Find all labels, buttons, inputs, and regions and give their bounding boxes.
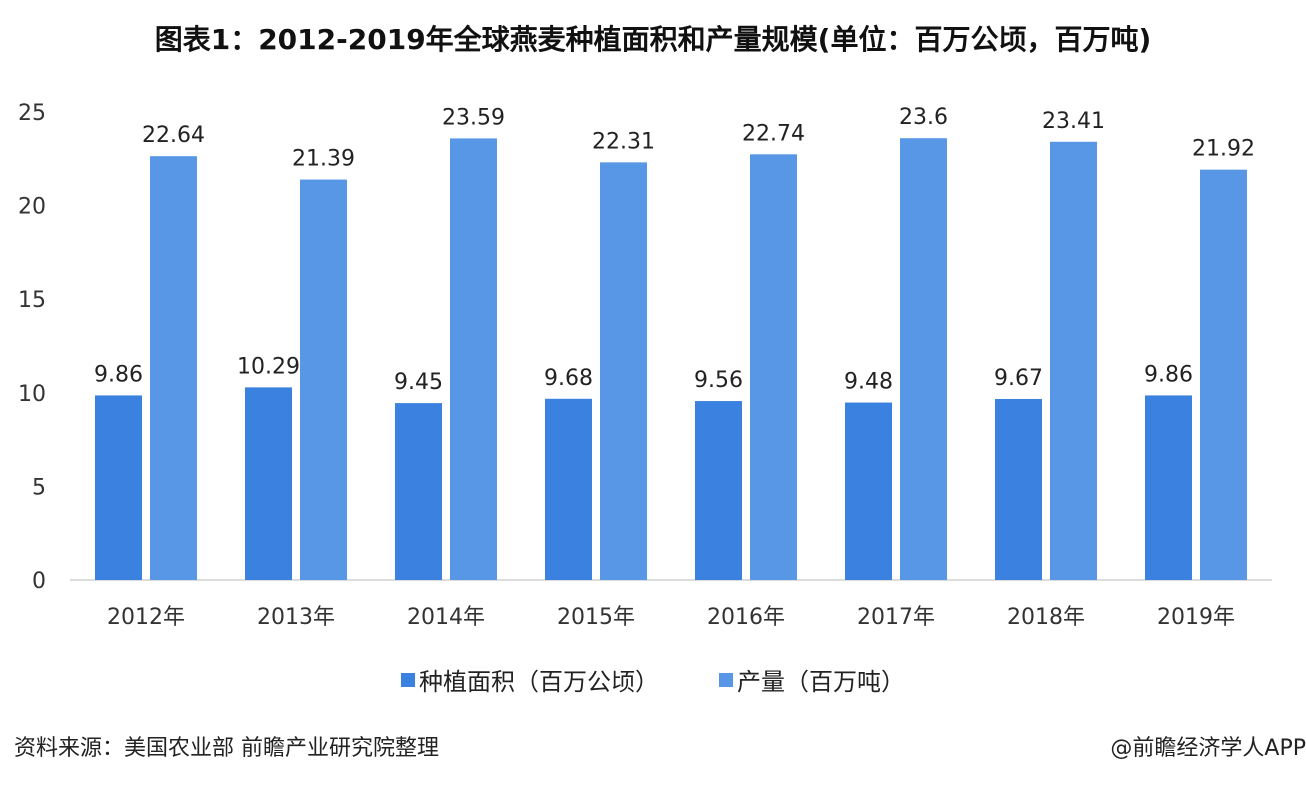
y-tick-label: 15 bbox=[18, 288, 46, 313]
x-tick-label: 2017年 bbox=[857, 605, 935, 630]
x-tick-label: 2018年 bbox=[1007, 605, 1085, 630]
data-label: 9.48 bbox=[844, 370, 893, 395]
chart-title: 图表1：2012-2019年全球燕麦种植面积和产量规模(单位：百万公顷，百万吨) bbox=[154, 23, 1152, 56]
x-tick-label: 2013年 bbox=[257, 605, 335, 630]
x-tick-label: 2015年 bbox=[557, 605, 635, 630]
data-label: 9.45 bbox=[394, 370, 443, 395]
data-label: 22.31 bbox=[592, 129, 655, 154]
bar bbox=[245, 387, 292, 580]
y-tick-label: 20 bbox=[18, 195, 46, 220]
bar bbox=[545, 398, 592, 580]
data-label: 23.59 bbox=[442, 105, 505, 130]
x-tick-label: 2012年 bbox=[107, 605, 185, 630]
x-tick-label: 2014年 bbox=[407, 605, 485, 630]
bar bbox=[600, 162, 647, 580]
bar bbox=[95, 395, 142, 580]
legend-label: 产量（百万吨） bbox=[737, 668, 905, 696]
bar-chart: 0 5 10 15 20 25 9.86 22.64 2012年 10.29 21.39 2013年 9… bbox=[18, 101, 1272, 630]
legend-swatch bbox=[719, 672, 733, 687]
legend-swatch bbox=[401, 672, 415, 687]
bar bbox=[1145, 395, 1192, 580]
data-label: 22.74 bbox=[742, 121, 805, 146]
bar bbox=[1050, 141, 1097, 580]
source-note: 资料来源：美国农业部 前瞻产业研究院整理 bbox=[14, 736, 439, 761]
bar bbox=[150, 156, 197, 580]
data-label: 23.6 bbox=[899, 105, 948, 130]
x-tick-label: 2016年 bbox=[707, 605, 785, 630]
bar bbox=[845, 402, 892, 580]
bar bbox=[395, 403, 442, 580]
data-label: 22.64 bbox=[142, 123, 205, 148]
y-tick-label: 0 bbox=[32, 569, 46, 594]
bar bbox=[695, 401, 742, 580]
legend-label: 种植面积（百万公顷） bbox=[419, 668, 659, 696]
x-tick-label: 2019年 bbox=[1157, 605, 1235, 630]
y-tick-label: 10 bbox=[18, 382, 46, 407]
y-tick-label: 5 bbox=[32, 475, 46, 500]
y-tick-label: 25 bbox=[18, 101, 46, 126]
bar bbox=[450, 138, 497, 580]
credit-note: @前瞻经济学人APP bbox=[1110, 736, 1306, 761]
data-label: 9.56 bbox=[694, 368, 743, 393]
bar bbox=[750, 154, 797, 581]
data-label: 10.29 bbox=[237, 354, 300, 379]
data-label: 21.39 bbox=[292, 147, 355, 172]
bar bbox=[900, 138, 947, 580]
data-label: 21.92 bbox=[1192, 137, 1255, 162]
legend-item-area: 种植面积（百万公顷） bbox=[401, 662, 659, 697]
bar bbox=[1200, 169, 1247, 580]
data-label: 9.86 bbox=[1144, 362, 1193, 387]
data-label: 9.68 bbox=[544, 366, 593, 391]
legend-item-output: 产量（百万吨） bbox=[719, 662, 905, 697]
bar bbox=[300, 179, 347, 580]
bar bbox=[995, 398, 1042, 580]
data-label: 23.41 bbox=[1042, 109, 1105, 134]
legend: 种植面积（百万公顷） 产量（百万吨） bbox=[0, 662, 1306, 697]
data-label: 9.67 bbox=[994, 366, 1043, 391]
data-label: 9.86 bbox=[94, 362, 143, 387]
